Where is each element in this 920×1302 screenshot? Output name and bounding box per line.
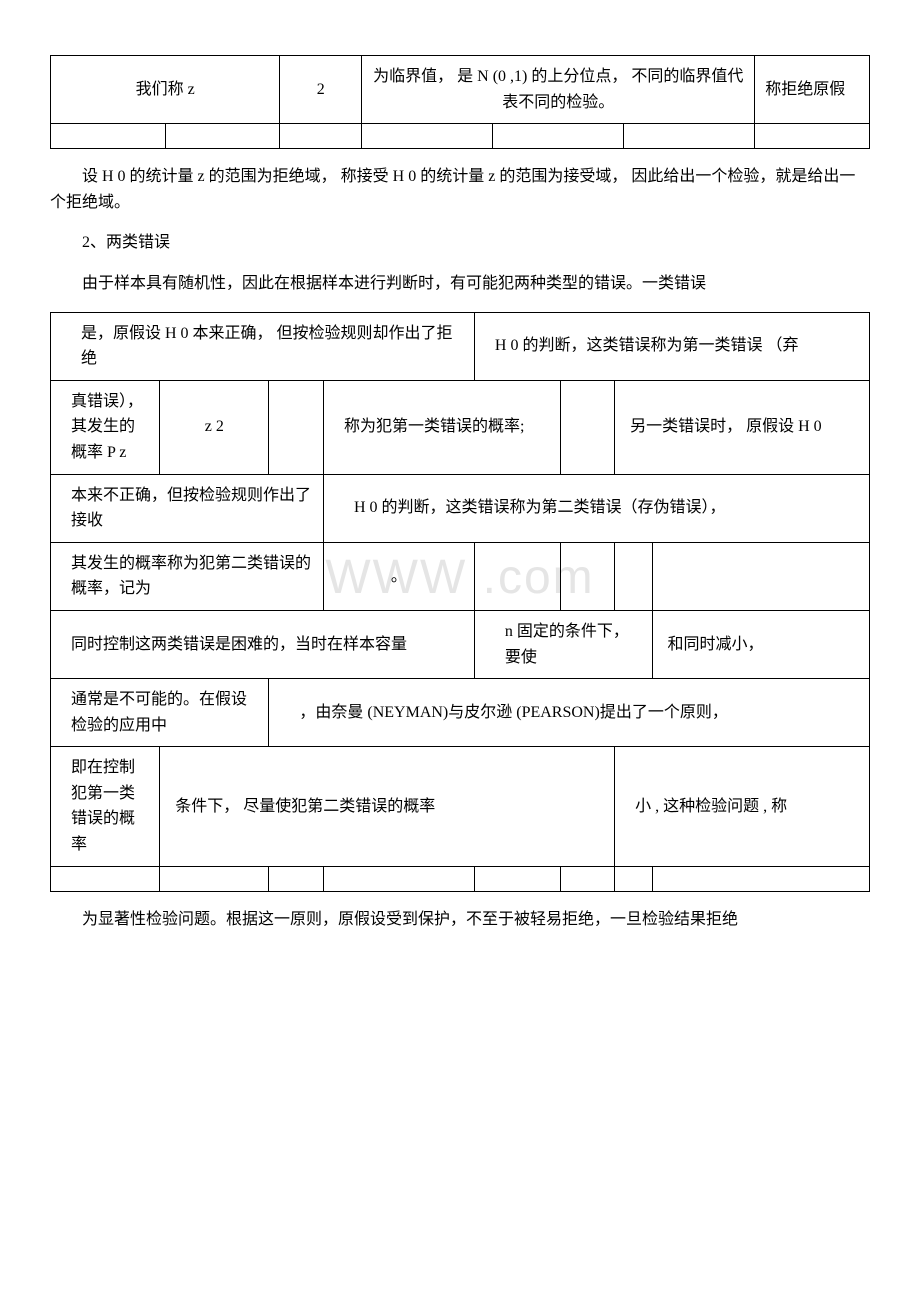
t2-r7c1: 即在控制犯第一类错误的概率: [51, 747, 160, 866]
t1-empty: [755, 124, 870, 149]
t2-r5c3: 和同时减小，: [652, 610, 869, 678]
t2-r4-empty4: [652, 542, 869, 610]
t1-empty: [51, 124, 166, 149]
paragraph-3: 由于样本具有随机性，因此在根据样本进行判断时，有可能犯两种类型的错误。一类错误: [50, 271, 870, 297]
t2-empty: [51, 866, 160, 891]
t2-r2-empty2: [560, 380, 615, 474]
t2-r2c3: 称为犯第一类错误的概率;: [323, 380, 560, 474]
t2-r2-empty: [269, 380, 324, 474]
t1-empty: [362, 124, 493, 149]
t1-empty: [280, 124, 362, 149]
t2-empty: [560, 866, 615, 891]
t2-r2c4: 另一类错误时， 原假设 H 0: [615, 380, 870, 474]
paragraph-1: 设 H 0 的统计量 z 的范围为拒绝域， 称接受 H 0 的统计量 z 的范围…: [50, 164, 870, 215]
t2-r3c2: H 0 的判断，这类错误称为第二类错误（存伪错误），: [323, 474, 869, 542]
t2-r4-empty: [474, 542, 560, 610]
t1-r1c2: 2: [280, 56, 362, 124]
t2-r4c2: 。: [323, 542, 474, 610]
t1-r1c4: 称拒绝原假: [755, 56, 870, 124]
t2-empty: [160, 866, 269, 891]
t2-r3c1: 本来不正确，但按检验规则作出了接收: [51, 474, 324, 542]
t2-r4-empty3: [615, 542, 652, 610]
t2-r7c2: 条件下， 尽量使犯第二类错误的概率: [160, 747, 615, 866]
table-2: 是，原假设 H 0 本来正确， 但按检验规则却作出了拒绝 H 0 的判断，这类错…: [50, 312, 870, 892]
t1-empty: [624, 124, 755, 149]
t2-r5c2: n 固定的条件下， 要使: [474, 610, 652, 678]
document-content: 我们称 z 2 为临界值， 是 N (0 ,1) 的上分位点， 不同的临界值代表…: [50, 55, 870, 932]
t2-r4c1: 其发生的概率称为犯第二类错误的概率，记为: [51, 542, 324, 610]
paragraph-4: 为显著性检验问题。根据这一原则，原假设受到保护，不至于被轻易拒绝，一旦检验结果拒…: [50, 907, 870, 933]
t2-empty: [474, 866, 560, 891]
t2-empty: [269, 866, 324, 891]
t2-r2c2: z 2: [160, 380, 269, 474]
t2-r4-empty2: [560, 542, 615, 610]
t2-empty: [652, 866, 869, 891]
t2-r6c1: 通常是不可能的。在假设检验的应用中: [51, 679, 269, 747]
t2-empty: [323, 866, 474, 891]
t2-r5c1: 同时控制这两类错误是困难的，当时在样本容量: [51, 610, 475, 678]
t1-empty: [493, 124, 624, 149]
t2-r1c2: H 0 的判断，这类错误称为第一类错误 （弃: [474, 312, 869, 380]
t2-empty: [615, 866, 652, 891]
t1-empty: [165, 124, 280, 149]
t2-r2c1: 真错误），其发生的概率 P z: [51, 380, 160, 474]
t2-r7c3: 小 , 这种检验问题 , 称: [615, 747, 870, 866]
t1-r1c3: 为临界值， 是 N (0 ,1) 的上分位点， 不同的临界值代表不同的检验。: [362, 56, 755, 124]
t2-r6c2: ，由奈曼 (NEYMAN)与皮尔逊 (PEARSON)提出了一个原则，: [269, 679, 870, 747]
table-1: 我们称 z 2 为临界值， 是 N (0 ,1) 的上分位点， 不同的临界值代表…: [50, 55, 870, 149]
paragraph-2: 2、两类错误: [50, 230, 870, 256]
t2-r1c1: 是，原假设 H 0 本来正确， 但按检验规则却作出了拒绝: [51, 312, 475, 380]
t1-r1c1: 我们称 z: [51, 56, 280, 124]
